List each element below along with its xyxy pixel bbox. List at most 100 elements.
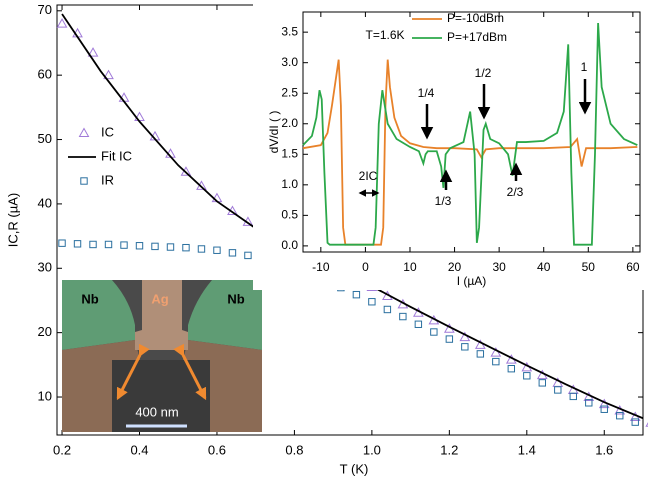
arrow bbox=[173, 343, 207, 401]
triangle-marker bbox=[196, 180, 207, 190]
square-marker bbox=[461, 343, 469, 351]
square-marker bbox=[151, 242, 159, 251]
square-marker bbox=[538, 379, 546, 387]
nb-right bbox=[188, 280, 262, 350]
x-tick-label: 0 bbox=[362, 260, 369, 274]
square-marker bbox=[368, 298, 376, 306]
image-label: Ag bbox=[151, 291, 168, 306]
square-marker bbox=[569, 392, 577, 401]
legend-label: IC bbox=[101, 124, 114, 139]
square-marker bbox=[228, 249, 237, 257]
nb-left bbox=[62, 280, 135, 350]
square-marker bbox=[523, 372, 531, 380]
x-tick-label: 1.6 bbox=[595, 442, 613, 457]
annotation: 2/3 bbox=[507, 185, 524, 199]
image-label: 400 nm bbox=[135, 404, 178, 419]
square-marker bbox=[120, 241, 128, 249]
annotation: 1/3 bbox=[435, 194, 452, 208]
legend-label: P=+17dBm bbox=[447, 30, 507, 44]
x-tick-label: 0.4 bbox=[130, 442, 148, 457]
y-tick-label: 0.0 bbox=[281, 238, 298, 252]
x-tick-label: 1.2 bbox=[440, 442, 458, 457]
y-axis-label: IC,R (µA) bbox=[5, 193, 20, 247]
arrow bbox=[116, 343, 150, 401]
legend-label: IR bbox=[101, 172, 114, 187]
x-tick-label: 1.4 bbox=[518, 442, 536, 457]
square-marker bbox=[182, 243, 190, 252]
inset-background bbox=[253, 4, 646, 290]
square-marker bbox=[80, 177, 88, 185]
square-marker bbox=[476, 350, 485, 358]
square-marker bbox=[492, 357, 500, 366]
y-tick-label: 1.0 bbox=[281, 177, 298, 191]
plot-frame bbox=[302, 11, 641, 253]
square-marker bbox=[616, 411, 624, 420]
ag-bridge bbox=[135, 280, 188, 350]
x-tick-label: 40 bbox=[537, 260, 551, 274]
square-marker bbox=[585, 399, 593, 407]
y-tick-label: 40 bbox=[38, 195, 52, 210]
x-tick-label: 10 bbox=[403, 260, 417, 274]
square-marker bbox=[430, 328, 438, 336]
y-tick-label: 2.0 bbox=[281, 116, 298, 130]
square-marker bbox=[383, 305, 392, 314]
gap bbox=[112, 360, 210, 432]
y-tick-label: 60 bbox=[38, 67, 52, 82]
x-tick-label: 1.0 bbox=[363, 442, 381, 457]
x-tick-label: -10 bbox=[312, 260, 330, 274]
square-marker bbox=[352, 290, 361, 299]
square-marker bbox=[600, 405, 608, 413]
y-tick-label: 3.0 bbox=[281, 55, 298, 69]
y-axis-label: dV/dI ( ) bbox=[267, 111, 281, 154]
legend-label: P=-10dBm bbox=[447, 11, 504, 25]
x-tick-label: 0.6 bbox=[208, 442, 226, 457]
series-line bbox=[302, 22, 638, 246]
square-marker bbox=[197, 245, 206, 253]
sem-image: Nb Ag Nb 400 nm bbox=[62, 280, 262, 432]
triangle-marker bbox=[56, 18, 68, 28]
y-tick-label: 3.5 bbox=[281, 24, 298, 38]
annotation: 1 bbox=[581, 60, 588, 74]
square-marker bbox=[58, 239, 66, 247]
square-marker bbox=[399, 312, 407, 321]
y-tick-label: 20 bbox=[38, 324, 52, 339]
inset-chart: -10 0 10 20 30 40 50 60 0.0 0.5 1.0 1.5 2.0 2.5 3.0 3.5… bbox=[253, 4, 646, 290]
square-marker bbox=[89, 240, 97, 249]
triangle-marker bbox=[87, 47, 99, 57]
x-tick-label: 0.2 bbox=[53, 442, 71, 457]
x-axis-label: T (K) bbox=[340, 461, 369, 476]
annotation: 1/4 bbox=[418, 86, 435, 100]
triangle-marker bbox=[103, 69, 114, 80]
y-tick-label: 50 bbox=[38, 131, 52, 146]
y-tick-label: 30 bbox=[38, 260, 52, 275]
x-tick-label: 30 bbox=[492, 260, 506, 274]
square-marker bbox=[166, 243, 175, 251]
square-marker bbox=[445, 335, 454, 343]
triangle-marker bbox=[78, 127, 90, 137]
x-axis-label: I (µA) bbox=[457, 274, 487, 288]
image-label: Nb bbox=[81, 291, 98, 306]
annotation: 2IC bbox=[359, 169, 378, 183]
annotation: T=1.6K bbox=[365, 28, 404, 42]
x-tick-label: 60 bbox=[626, 260, 640, 274]
y-tick-label: 0.5 bbox=[281, 208, 298, 222]
square-marker bbox=[244, 251, 252, 260]
y-tick-label: 2.5 bbox=[281, 85, 298, 99]
square-marker bbox=[414, 320, 423, 328]
annotation: 1/2 bbox=[475, 66, 492, 80]
square-marker bbox=[73, 240, 82, 248]
square-marker bbox=[135, 242, 144, 250]
square-marker bbox=[554, 386, 562, 394]
square-marker bbox=[631, 418, 639, 426]
y-tick-label: 70 bbox=[38, 2, 52, 17]
square-marker bbox=[104, 240, 113, 249]
square-marker bbox=[213, 246, 221, 254]
y-tick-label: 1.5 bbox=[281, 146, 298, 160]
image-label: Nb bbox=[227, 291, 244, 306]
y-tick-label: 10 bbox=[38, 388, 52, 403]
x-tick-label: 0.8 bbox=[285, 442, 303, 457]
square-marker bbox=[507, 364, 516, 373]
x-tick-label: 50 bbox=[582, 260, 596, 274]
